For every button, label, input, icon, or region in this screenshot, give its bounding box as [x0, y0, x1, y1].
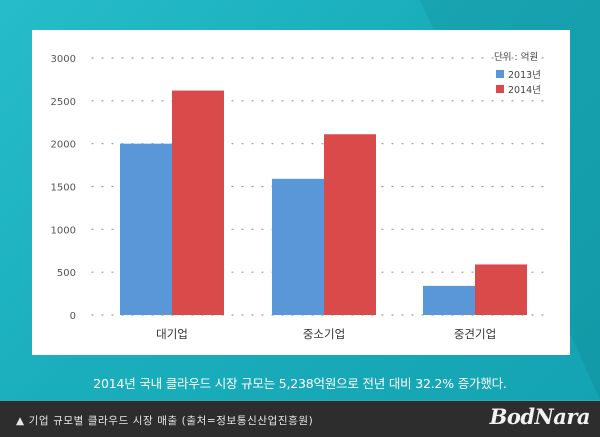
y-tick-label: 0 [70, 311, 76, 322]
legend-entry-label: 2014년 [508, 85, 541, 96]
legend-unit-label: 단위 : 억원 [494, 51, 538, 63]
y-tick-label: 1500 [51, 183, 76, 194]
bar-2013-2 [423, 285, 475, 315]
x-tick-label: 중소기업 [303, 327, 345, 341]
bar-2014-0 [172, 90, 224, 315]
y-tick-label: 2500 [51, 97, 76, 108]
bar-2014-2 [475, 264, 527, 315]
y-tick-label: 2000 [51, 140, 76, 151]
x-tick-label: 중견기업 [454, 327, 496, 341]
x-tick-label: 대기업 [156, 327, 188, 341]
legend-swatch [496, 70, 504, 78]
y-tick-label: 500 [57, 268, 76, 279]
x-axis-labels: 대기업 중소기업 중견기업 [156, 327, 496, 341]
footer-bar: ▲ 기업 규모별 클라우드 시장 매출 (출처=정보통신산업진흥원) BodNa… [0, 401, 600, 437]
bar-chart: 0 500 1000 1500 2000 2500 3000 대기업 중소기업 중견기업 단위 … [51, 51, 545, 341]
bar-2014-1 [324, 134, 376, 315]
y-tick-label: 3000 [51, 54, 76, 65]
y-tick-label: 1000 [51, 225, 76, 236]
bar-2013-0 [120, 143, 172, 315]
legend-entry-label: 2013년 [508, 70, 541, 81]
site-logo: BodNara [489, 404, 591, 429]
y-axis-ticks: 0 500 1000 1500 2000 2500 3000 [51, 54, 76, 322]
legend: 단위 : 억원 2013년 2014년 [494, 51, 541, 96]
chart-panel: 0 500 1000 1500 2000 2500 3000 대기업 중소기업 중견기업 단위 … [32, 30, 570, 355]
bar-2013-1 [272, 178, 324, 315]
chart-caption: 2014년 국내 클라우드 시장 규모는 5,238억원으로 전년 대비 32.… [93, 376, 507, 391]
footer-source-text: ▲ 기업 규모별 클라우드 시장 매출 (출처=정보통신산업진흥원) [16, 415, 314, 427]
legend-swatch [496, 85, 504, 93]
bars [120, 90, 527, 315]
